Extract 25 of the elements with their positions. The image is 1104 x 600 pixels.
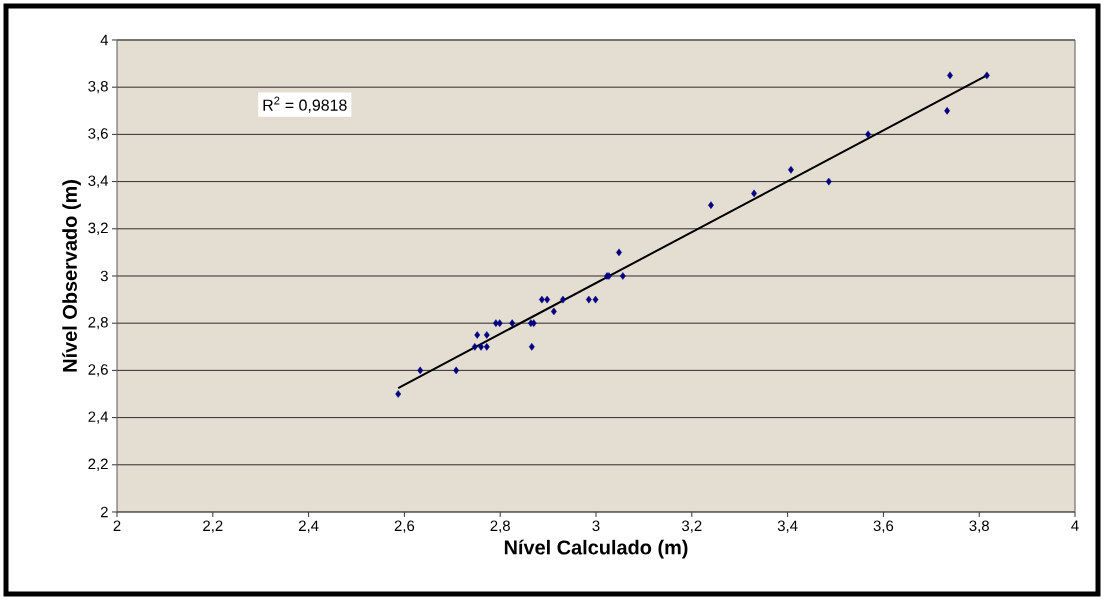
x-tick-label: 3,6 [873,520,894,533]
x-tick-label: 2 [113,520,121,531]
x-tick-label: 2,4 [298,520,319,533]
y-tick-label: 3,2 [88,222,108,235]
y-tick-label: 2,8 [88,317,108,330]
x-axis-title: Nível Calculado (m) [504,539,688,559]
x-tick-label: 4 [1071,520,1079,531]
y-tick-label: 4 [100,34,109,46]
x-tick-label: 2,2 [203,520,223,533]
y-tick-label: 2,6 [88,364,108,377]
y-tick-label: 2,4 [88,411,109,424]
y-tick-label: 3,4 [88,175,109,188]
x-tick-label: 3 [592,520,600,532]
y-tick-label: 3 [100,270,108,282]
x-tick-label: 2,8 [490,520,510,533]
y-tick-label: 3,6 [88,128,108,141]
x-tick-label: 2,6 [394,520,415,533]
y-axis-title: Nível Observado (m) [62,180,81,372]
y-tick-label: 2,2 [88,458,108,471]
x-tick-label: 3,4 [777,520,798,533]
x-tick-label: 3,8 [969,520,989,533]
y-tick-label: 3,8 [88,81,108,94]
x-tick-label: 3,2 [681,520,702,533]
y-tick-label: 2 [100,506,108,518]
annotation: R$^{2}$ = 0,9818 [263,96,347,113]
